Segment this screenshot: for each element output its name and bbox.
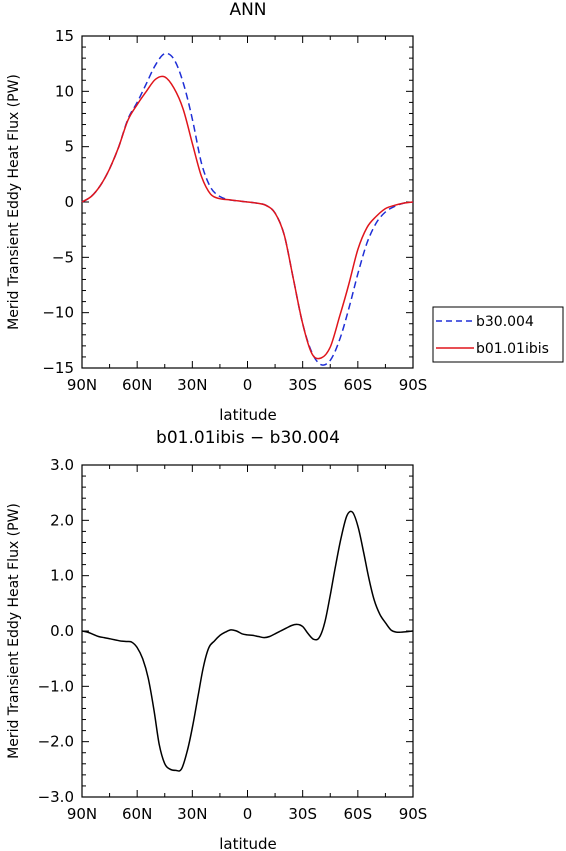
- top-x-tick-label: 90N: [67, 376, 97, 394]
- top-y-tick-label: 5: [64, 138, 74, 156]
- top-x-tick-label: 60S: [344, 376, 373, 394]
- top-series-line-b30-004: [81, 52, 414, 366]
- bottom-y-tick-label: 0.0: [50, 622, 74, 640]
- top-y-tick-label: −15: [42, 359, 74, 377]
- bottom-chart-title: b01.01ibis − b30.004: [156, 428, 340, 448]
- top-x-axis-label: latitude: [219, 406, 277, 424]
- bottom-x-tick-label: 0: [243, 805, 253, 823]
- bottom-series-line-difference: [81, 510, 414, 772]
- bottom-y-tick-label: −1.0: [38, 677, 74, 695]
- top-chart-title: ANN: [229, 0, 266, 20]
- top-series-line-b01-01ibis: [81, 75, 414, 360]
- top-x-tick-label: 60N: [122, 376, 152, 394]
- top-x-tick-label: 30S: [288, 376, 317, 394]
- top-x-tick-label: 0: [243, 376, 253, 394]
- top-y-axis-label: Merid Transient Eddy Heat Flux (PW): [6, 74, 22, 330]
- legend-box: [432, 306, 564, 363]
- bottom-y-axis-label: Merid Transient Eddy Heat Flux (PW): [6, 503, 22, 759]
- bottom-x-tick-label: 90S: [399, 805, 428, 823]
- top-x-tick-label: 90S: [399, 376, 428, 394]
- top-y-tick-label: 15: [55, 27, 74, 45]
- top-y-tick-label: 10: [55, 82, 74, 100]
- bottom-plot-frame: [81, 464, 414, 798]
- top-panel: ANN 90N 60N 30N 0 30S 60S 90S 15 10 5 0 −5 −10 −15 la…: [6, 0, 564, 424]
- top-y-tick-label: −5: [52, 248, 74, 266]
- legend-label-b01-01ibis: b01.01ibis: [476, 341, 549, 357]
- bottom-y-tick-label: −2.0: [38, 733, 74, 751]
- legend-label-b30-004: b30.004: [476, 314, 534, 330]
- bottom-x-tick-label: 30N: [177, 805, 207, 823]
- bottom-y-tick-label: 3.0: [50, 456, 74, 474]
- bottom-y-tick-label: −3.0: [38, 788, 74, 806]
- bottom-axes: 90N 60N 30N 0 30S 60S 90S 3.0 2.0 1.0 0.0 −1.0 −2.0 −…: [38, 456, 428, 823]
- bottom-x-tick-label: 30S: [288, 805, 317, 823]
- top-axes: 90N 60N 30N 0 30S 60S 90S 15 10 5 0 −5 −10 −15: [42, 27, 427, 394]
- bottom-panel: b01.01ibis − b30.004 90N 60N 30N 0 30S 60S 90S…: [6, 428, 427, 851]
- legend: b30.004 b01.01ibis: [432, 306, 564, 363]
- top-y-tick-label: 0: [64, 193, 74, 211]
- top-y-tick-label: −10: [42, 304, 74, 322]
- bottom-y-tick-label: 1.0: [50, 567, 74, 585]
- top-x-tick-label: 30N: [177, 376, 207, 394]
- bottom-x-tick-label: 60N: [122, 805, 152, 823]
- bottom-x-axis-label: latitude: [219, 835, 277, 851]
- bottom-y-tick-label: 2.0: [50, 511, 74, 529]
- bottom-x-tick-label: 60S: [344, 805, 373, 823]
- bottom-x-tick-label: 90N: [67, 805, 97, 823]
